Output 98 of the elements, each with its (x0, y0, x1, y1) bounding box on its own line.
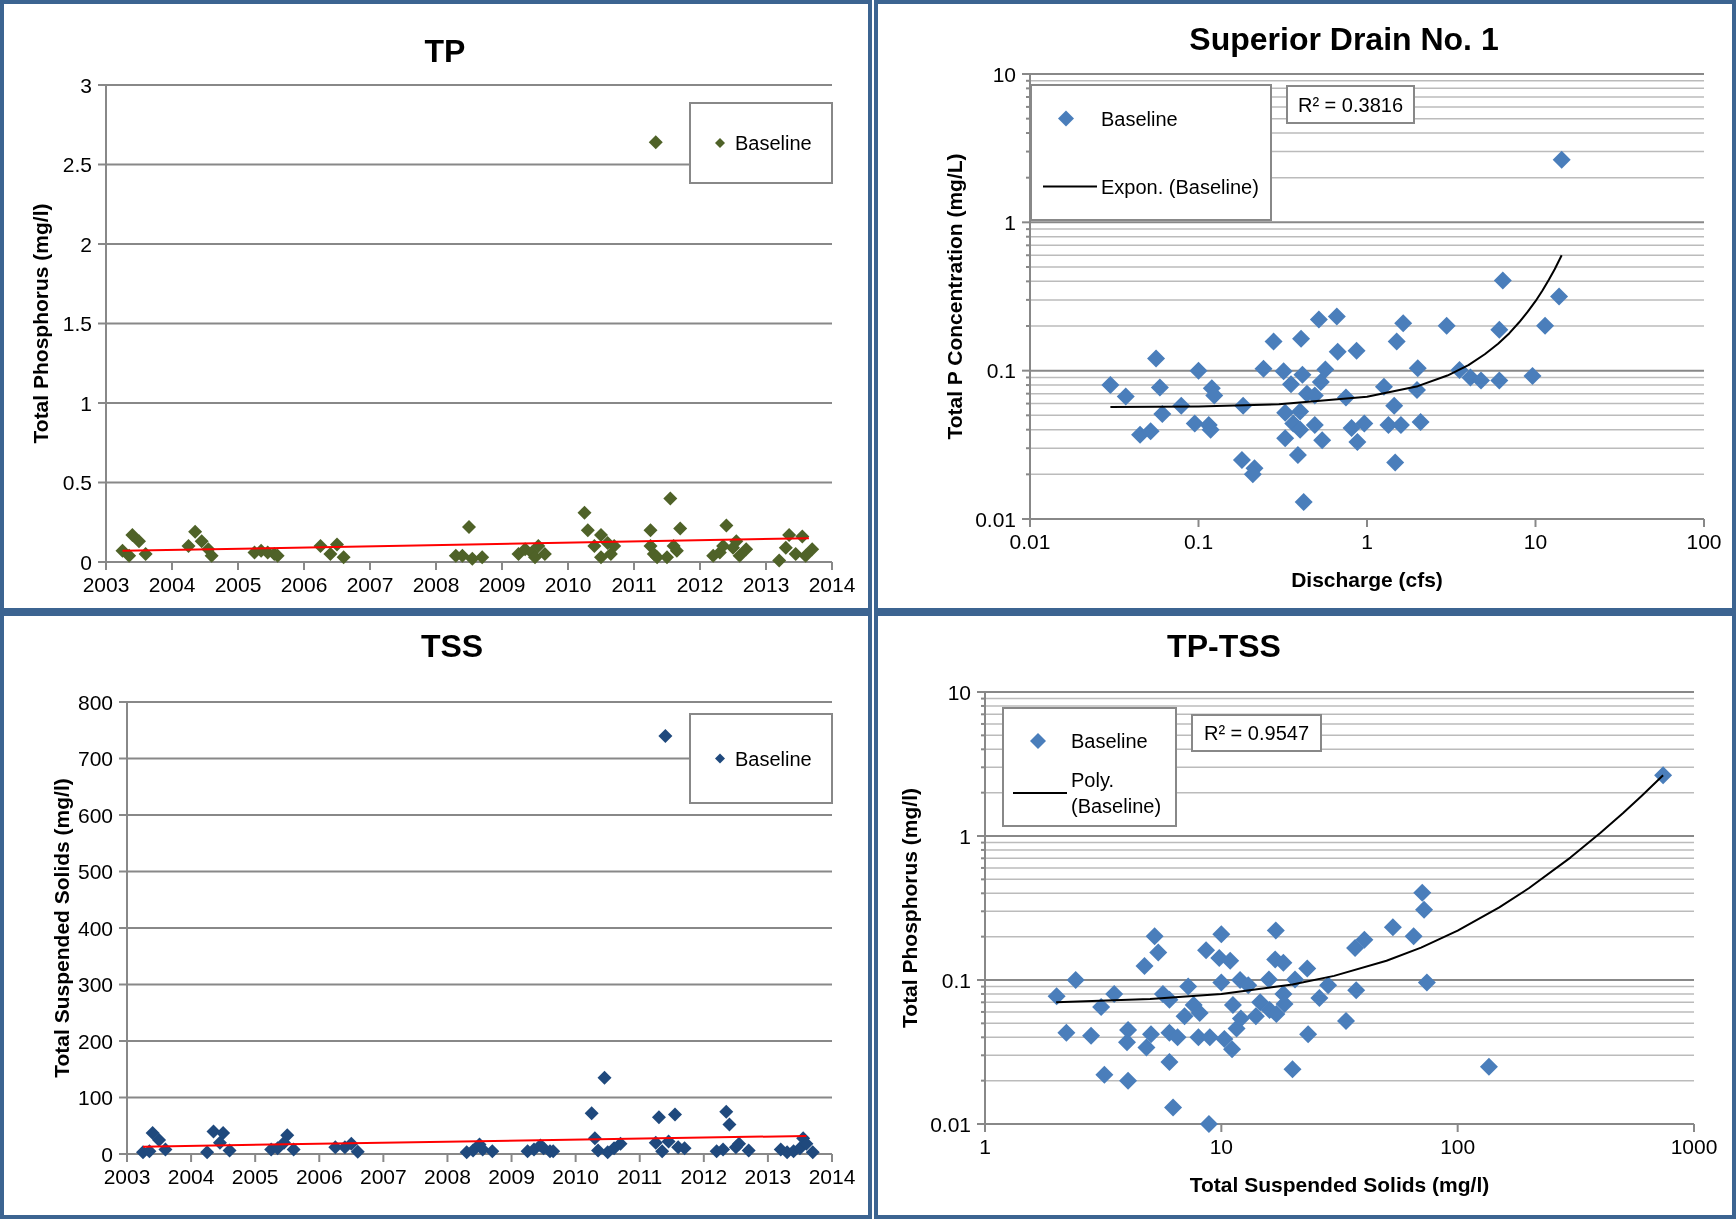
point (350, 1144, 365, 1159)
x-tick-label: 100 (1440, 1135, 1476, 1158)
x-tick-label: 2010 (544, 573, 592, 596)
y-axis-title: Total Suspended Solids (mg/l) (50, 778, 73, 1078)
point (613, 1136, 628, 1151)
point (485, 1144, 500, 1159)
y-tick-label: 400 (77, 916, 113, 940)
x-tick-label: 0.01 (1009, 530, 1051, 553)
x-tick-label: 2007 (346, 573, 394, 596)
y-tick-label: 0.01 (975, 507, 1016, 531)
chart-title: TSS (420, 628, 484, 664)
legend-label: Baseline (1101, 107, 1178, 130)
chart-title: Superior Drain No. 1 (1189, 21, 1499, 57)
point (648, 1135, 663, 1150)
legend-label: Baseline (1071, 730, 1148, 752)
point (719, 1104, 734, 1119)
chart-title: TP (424, 33, 466, 69)
y-tick-label: 0.5 (62, 471, 92, 494)
point (591, 1143, 606, 1158)
point (286, 1142, 301, 1157)
legend-label: Poly. (Baseline) (1071, 769, 1162, 817)
y-tick-label: 3 (80, 73, 92, 97)
x-tick-label: 10 (1209, 1135, 1234, 1158)
legend-label: Expon. (Baseline) (1101, 175, 1259, 198)
annotation: R² = 0.9547 (1203, 722, 1310, 744)
x-axis-title: Discharge (cfs) (1291, 568, 1443, 591)
y-tick-label: 800 (77, 690, 113, 714)
y-tick-label: 200 (77, 1029, 113, 1053)
x-tick-label: 100 (1686, 530, 1722, 553)
point (200, 1145, 215, 1160)
y-axis-title: Total P Concentration (mg/L) (943, 153, 966, 440)
x-tick-label: 2013 (744, 1165, 792, 1188)
y-tick-label: 0.01 (930, 1112, 971, 1136)
x-tick-label: 2005 (214, 573, 262, 596)
y-tick-label: 10 (947, 680, 971, 704)
x-tick-label: 2012 (680, 1165, 728, 1188)
x-axis-title: Total Suspended Solids (mg/l) (1189, 1173, 1490, 1196)
y-tick-label: 2.5 (62, 153, 92, 176)
y-tick-label: 300 (77, 973, 113, 996)
point (206, 1124, 221, 1139)
x-tick-label: 2014 (808, 1165, 856, 1188)
x-tick-label: 2010 (552, 1165, 599, 1188)
point (805, 1145, 820, 1160)
point (732, 1136, 747, 1151)
point (222, 1143, 237, 1158)
x-tick-label: 2012 (676, 573, 724, 596)
x-tick-label: 1 (1361, 530, 1373, 553)
x-tick-label: 2004 (167, 1165, 215, 1188)
y-tick-label: 100 (77, 1086, 113, 1109)
x-tick-label: 2003 (82, 573, 130, 596)
chart-title: TP-TSS (1167, 628, 1281, 664)
y-tick-label: 1 (80, 391, 92, 415)
point (741, 1143, 756, 1158)
x-tick-label: 2006 (280, 573, 328, 596)
point (584, 1106, 599, 1121)
y-tick-label: 0.1 (986, 359, 1016, 383)
y-tick-label: 600 (77, 803, 113, 827)
y-tick-label: 1 (959, 824, 971, 848)
y-tick-label: 1 (1004, 210, 1016, 234)
y-tick-label: 2 (80, 232, 92, 256)
y-axis-title: Total Phosphorus (mg/l) (29, 203, 52, 444)
point (658, 728, 673, 743)
x-tick-label: 2009 (478, 573, 526, 596)
x-tick-label: 10 (1523, 530, 1548, 553)
point (667, 1107, 682, 1122)
y-axis-title: Total Phosphorus (mg/l) (898, 788, 921, 1028)
x-tick-label: 2003 (103, 1165, 151, 1188)
y-tick-label: 0 (101, 1142, 113, 1166)
y-tick-label: 10 (992, 62, 1016, 86)
point (145, 1126, 160, 1141)
x-tick-label: 2004 (148, 573, 196, 596)
legend-label: Baseline (735, 132, 812, 154)
x-tick-label: 2011 (611, 573, 657, 596)
x-tick-label: 2014 (808, 573, 856, 596)
y-tick-label: 0 (80, 550, 92, 574)
y-tick-label: 0.1 (941, 968, 971, 992)
x-tick-label: 2008 (412, 573, 460, 596)
x-tick-label: 2005 (231, 1165, 279, 1188)
point (722, 1117, 737, 1132)
x-tick-label: 0.1 (1183, 530, 1214, 553)
y-tick-label: 500 (77, 860, 113, 883)
x-tick-label: 2009 (488, 1165, 535, 1188)
x-tick-label: 1000 (1670, 1135, 1718, 1158)
y-tick-label: 700 (77, 747, 113, 770)
point (152, 1132, 167, 1147)
y-tick-label: 1.5 (62, 312, 92, 335)
point (651, 1110, 666, 1125)
point (597, 1070, 612, 1085)
x-tick-label: 2007 (360, 1165, 407, 1188)
x-tick-label: 2013 (742, 573, 790, 596)
legend-label: Baseline (735, 747, 812, 770)
x-tick-label: 2008 (424, 1165, 471, 1188)
x-tick-label: 2011 (617, 1165, 663, 1188)
x-tick-label: 2006 (295, 1165, 343, 1188)
point (280, 1128, 295, 1143)
point (655, 1144, 670, 1159)
point (216, 1126, 231, 1141)
annotation: R² = 0.3816 (1297, 93, 1404, 116)
